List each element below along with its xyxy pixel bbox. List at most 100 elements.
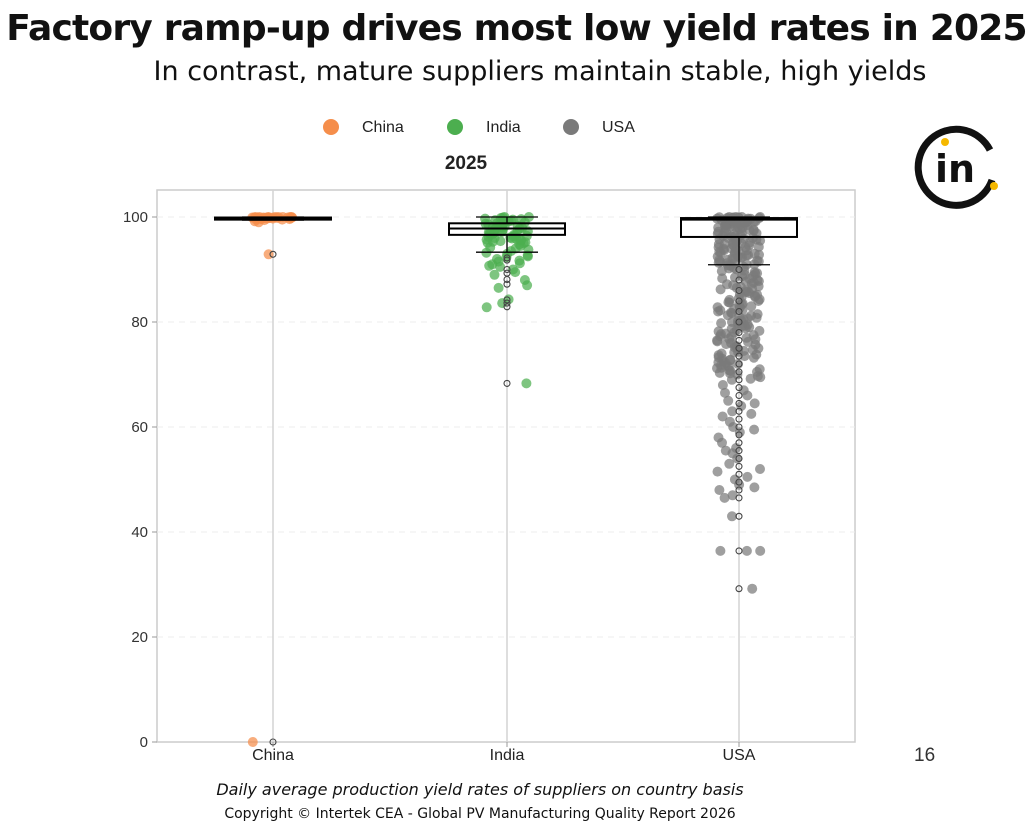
data-point-india	[495, 261, 506, 272]
data-point-usa	[746, 301, 757, 312]
data-point-usa	[721, 339, 732, 350]
data-point-india	[482, 237, 493, 248]
outlier-usa	[735, 307, 743, 316]
data-point-usa	[712, 251, 723, 262]
outlier-india	[503, 280, 511, 288]
ytick-label-20: 20	[131, 629, 148, 646]
data-point-usa	[754, 294, 765, 305]
data-point-china	[247, 737, 258, 747]
data-point-usa	[712, 302, 723, 313]
outlier-china	[269, 738, 277, 746]
outlier-usa	[735, 318, 743, 326]
data-point-india	[489, 269, 500, 280]
data-point-india	[481, 302, 492, 313]
data-point-usa	[714, 485, 725, 495]
legend: China India USA	[323, 119, 635, 136]
outlier-usa	[735, 470, 743, 478]
data-point-india	[521, 378, 532, 389]
ytick-label-0: 0	[140, 734, 148, 751]
legend-usa-label: USA	[602, 119, 635, 136]
data-point-usa	[755, 464, 765, 474]
data-point-usa	[733, 346, 743, 357]
data-point-usa	[727, 406, 738, 417]
outlier-usa	[735, 368, 743, 376]
data-point-usa	[724, 458, 735, 469]
xtick-label-india: India	[490, 747, 525, 760]
xtick-label-china: China	[252, 747, 294, 760]
data-point-usa	[749, 424, 760, 435]
ytick-label-80: 80	[131, 314, 148, 331]
outlier-usa	[735, 384, 743, 392]
data-point-usa	[725, 354, 736, 365]
data-point-usa	[743, 250, 754, 261]
outlier-usa	[735, 297, 743, 305]
data-point-usa	[719, 492, 730, 503]
outlier-usa	[735, 376, 743, 384]
outlier-usa	[735, 286, 743, 295]
outlier-india	[503, 303, 511, 311]
outlier-usa	[735, 265, 743, 274]
data-point-usa	[753, 241, 764, 252]
data-point-usa	[742, 286, 753, 297]
outlier-india	[503, 254, 511, 262]
data-point-usa	[737, 304, 748, 315]
data-point-usa	[730, 221, 741, 232]
outlier-usa	[735, 439, 743, 447]
data-point-usa	[717, 411, 728, 422]
outlier-india	[503, 256, 511, 264]
data-point-usa	[747, 583, 758, 594]
outlier-usa	[735, 512, 743, 520]
outlier-usa	[735, 547, 743, 555]
outlier-china	[269, 250, 277, 258]
outlier-usa	[735, 328, 743, 337]
outlier-usa	[735, 352, 743, 360]
data-point-india	[484, 260, 495, 271]
data-point-usa	[755, 545, 766, 556]
box-layer	[214, 216, 798, 746]
outlier-usa	[735, 360, 743, 368]
data-point-usa	[723, 297, 734, 308]
intertek-logo-icon: in	[914, 125, 998, 209]
data-point-india	[495, 236, 506, 247]
data-point-india	[522, 280, 533, 291]
logo-text: in	[935, 147, 975, 191]
yield-box-strip-chart: China India USA 2025 0 20 40 60 80 100 China In…	[123, 119, 856, 760]
logo-dot-right	[990, 182, 998, 190]
ytick-label-100: 100	[123, 209, 148, 226]
data-point-india	[514, 239, 525, 250]
outlier-usa	[735, 486, 743, 494]
data-point-usa	[742, 471, 753, 482]
outlier-india	[503, 265, 511, 274]
data-point-india	[510, 267, 521, 278]
outlier-usa	[735, 276, 743, 284]
data-point-usa	[740, 323, 751, 334]
outlier-usa	[735, 454, 743, 463]
data-point-usa	[712, 336, 723, 347]
data-point-usa	[749, 482, 760, 493]
data-point-usa	[716, 318, 727, 329]
data-point-usa	[715, 545, 726, 556]
outlier-india	[503, 275, 511, 284]
legend-china-marker	[323, 119, 339, 135]
outlier-usa	[735, 391, 743, 400]
legend-india-label: India	[486, 119, 521, 136]
data-point-usa	[728, 237, 739, 248]
copyright-notice: Copyright © Intertek CEA - Global PV Man…	[224, 806, 736, 822]
outlier-usa	[735, 407, 743, 415]
data-point-usa	[721, 226, 731, 237]
data-point-usa	[723, 395, 734, 406]
legend-india-marker	[447, 119, 463, 135]
outlier-usa	[735, 423, 743, 431]
data-point-india	[514, 258, 525, 269]
data-point-usa	[722, 310, 733, 321]
data-point-usa	[745, 373, 756, 384]
data-point-usa	[717, 380, 728, 390]
ytick-label-60: 60	[131, 419, 148, 436]
data-point-usa	[712, 466, 723, 477]
data-point-usa	[754, 325, 765, 336]
slide-title: Factory ramp-up drives most low yield ra…	[6, 8, 1027, 49]
data-point-india	[521, 230, 532, 241]
data-point-usa	[716, 266, 727, 277]
outlier-usa	[735, 399, 743, 407]
outlier-usa	[735, 344, 743, 352]
